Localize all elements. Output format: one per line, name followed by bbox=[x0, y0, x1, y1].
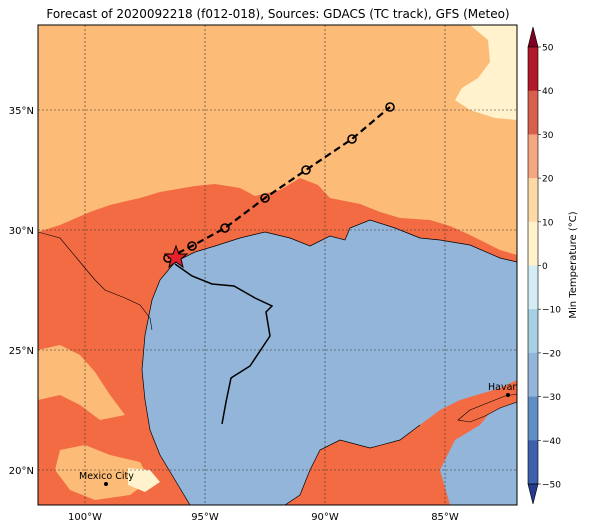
cool-region-northeast bbox=[455, 25, 517, 120]
colorbar-segment bbox=[528, 352, 538, 398]
mexico-city-marker-icon bbox=[104, 482, 108, 486]
lat-label: 35°N bbox=[9, 106, 34, 117]
map-title: Forecast of 2020092218 (f012-018), Sourc… bbox=[46, 7, 509, 21]
colorbar-tick-label: 50 bbox=[542, 44, 554, 54]
latitude-labels: 35°N 30°N 25°N 20°N bbox=[9, 106, 34, 477]
us-mexico-border bbox=[38, 231, 153, 331]
land-warm-pocket bbox=[38, 345, 125, 420]
colorbar-tick-label: −50 bbox=[542, 481, 561, 491]
forecast-point bbox=[220, 223, 230, 233]
cuba-island bbox=[457, 393, 517, 423]
gulf-ocean bbox=[142, 220, 517, 505]
colorbar-segment bbox=[528, 221, 538, 266]
colorbar-segment bbox=[528, 134, 538, 179]
forecast-point bbox=[260, 193, 270, 203]
lon-label: 85°W bbox=[431, 512, 459, 523]
colorbar-segment bbox=[528, 440, 538, 485]
colorbar-tick-label: 40 bbox=[542, 87, 554, 97]
colorbar-segment bbox=[528, 265, 538, 310]
forecast-point bbox=[347, 134, 357, 144]
colorbar-label: Min Temperature (°C) bbox=[568, 211, 579, 318]
map-gridlines bbox=[38, 25, 517, 505]
colorbar-segment bbox=[528, 309, 538, 354]
land-warm-pocket bbox=[55, 445, 150, 500]
current-position-star-icon bbox=[163, 244, 189, 269]
colorbar-segment bbox=[528, 178, 538, 223]
colorbar-tick-label: −30 bbox=[542, 393, 561, 403]
colorbar-tick-label: 30 bbox=[542, 131, 554, 141]
lon-label: 90°W bbox=[311, 512, 339, 523]
colorbar-segment bbox=[528, 396, 538, 441]
city-label-mexico-city: Mexico City bbox=[79, 471, 134, 482]
colorbar-tick-label: 20 bbox=[542, 175, 554, 185]
lat-label: 25°N bbox=[9, 346, 34, 357]
colorbar-tick-label: −20 bbox=[542, 349, 561, 359]
colorbar-segment bbox=[528, 90, 538, 135]
colorbar-tick-label: 10 bbox=[542, 218, 554, 228]
lon-label: 100°W bbox=[68, 512, 102, 523]
city-label-havana: Havana bbox=[488, 382, 524, 393]
coastline-mexico bbox=[141, 261, 191, 505]
forecast-point bbox=[187, 241, 197, 251]
cool-pocket bbox=[128, 468, 160, 492]
havana-marker-icon bbox=[506, 393, 510, 397]
lat-label: 20°N bbox=[9, 466, 34, 477]
lon-label: 95°W bbox=[191, 512, 219, 523]
coastline-yucatan bbox=[284, 424, 421, 505]
coastline bbox=[174, 219, 517, 263]
longitude-labels: 100°W 95°W 90°W 85°W bbox=[68, 512, 459, 523]
colorbar-segment bbox=[528, 47, 538, 92]
colorbar-tick-label: −40 bbox=[542, 437, 561, 447]
colorbar-extension-max bbox=[527, 26, 539, 48]
forecast-point bbox=[385, 102, 395, 112]
past-storm-track bbox=[174, 263, 274, 425]
colorbar-tick-label: −10 bbox=[542, 306, 561, 316]
colorbar-tick-label: 0 bbox=[542, 262, 548, 272]
map-panel: Havana Mexico City bbox=[38, 25, 524, 505]
lat-label: 30°N bbox=[9, 226, 34, 237]
colorbar: 50 40 30 20 10 0 −10 −20 −30 −40 −50 bbox=[527, 26, 561, 505]
colorbar-extension-min bbox=[527, 483, 539, 505]
forecast-storm-track bbox=[167, 106, 391, 259]
map-border bbox=[37, 24, 518, 506]
atlantic-ocean bbox=[440, 398, 517, 505]
forecast-point bbox=[301, 165, 311, 175]
